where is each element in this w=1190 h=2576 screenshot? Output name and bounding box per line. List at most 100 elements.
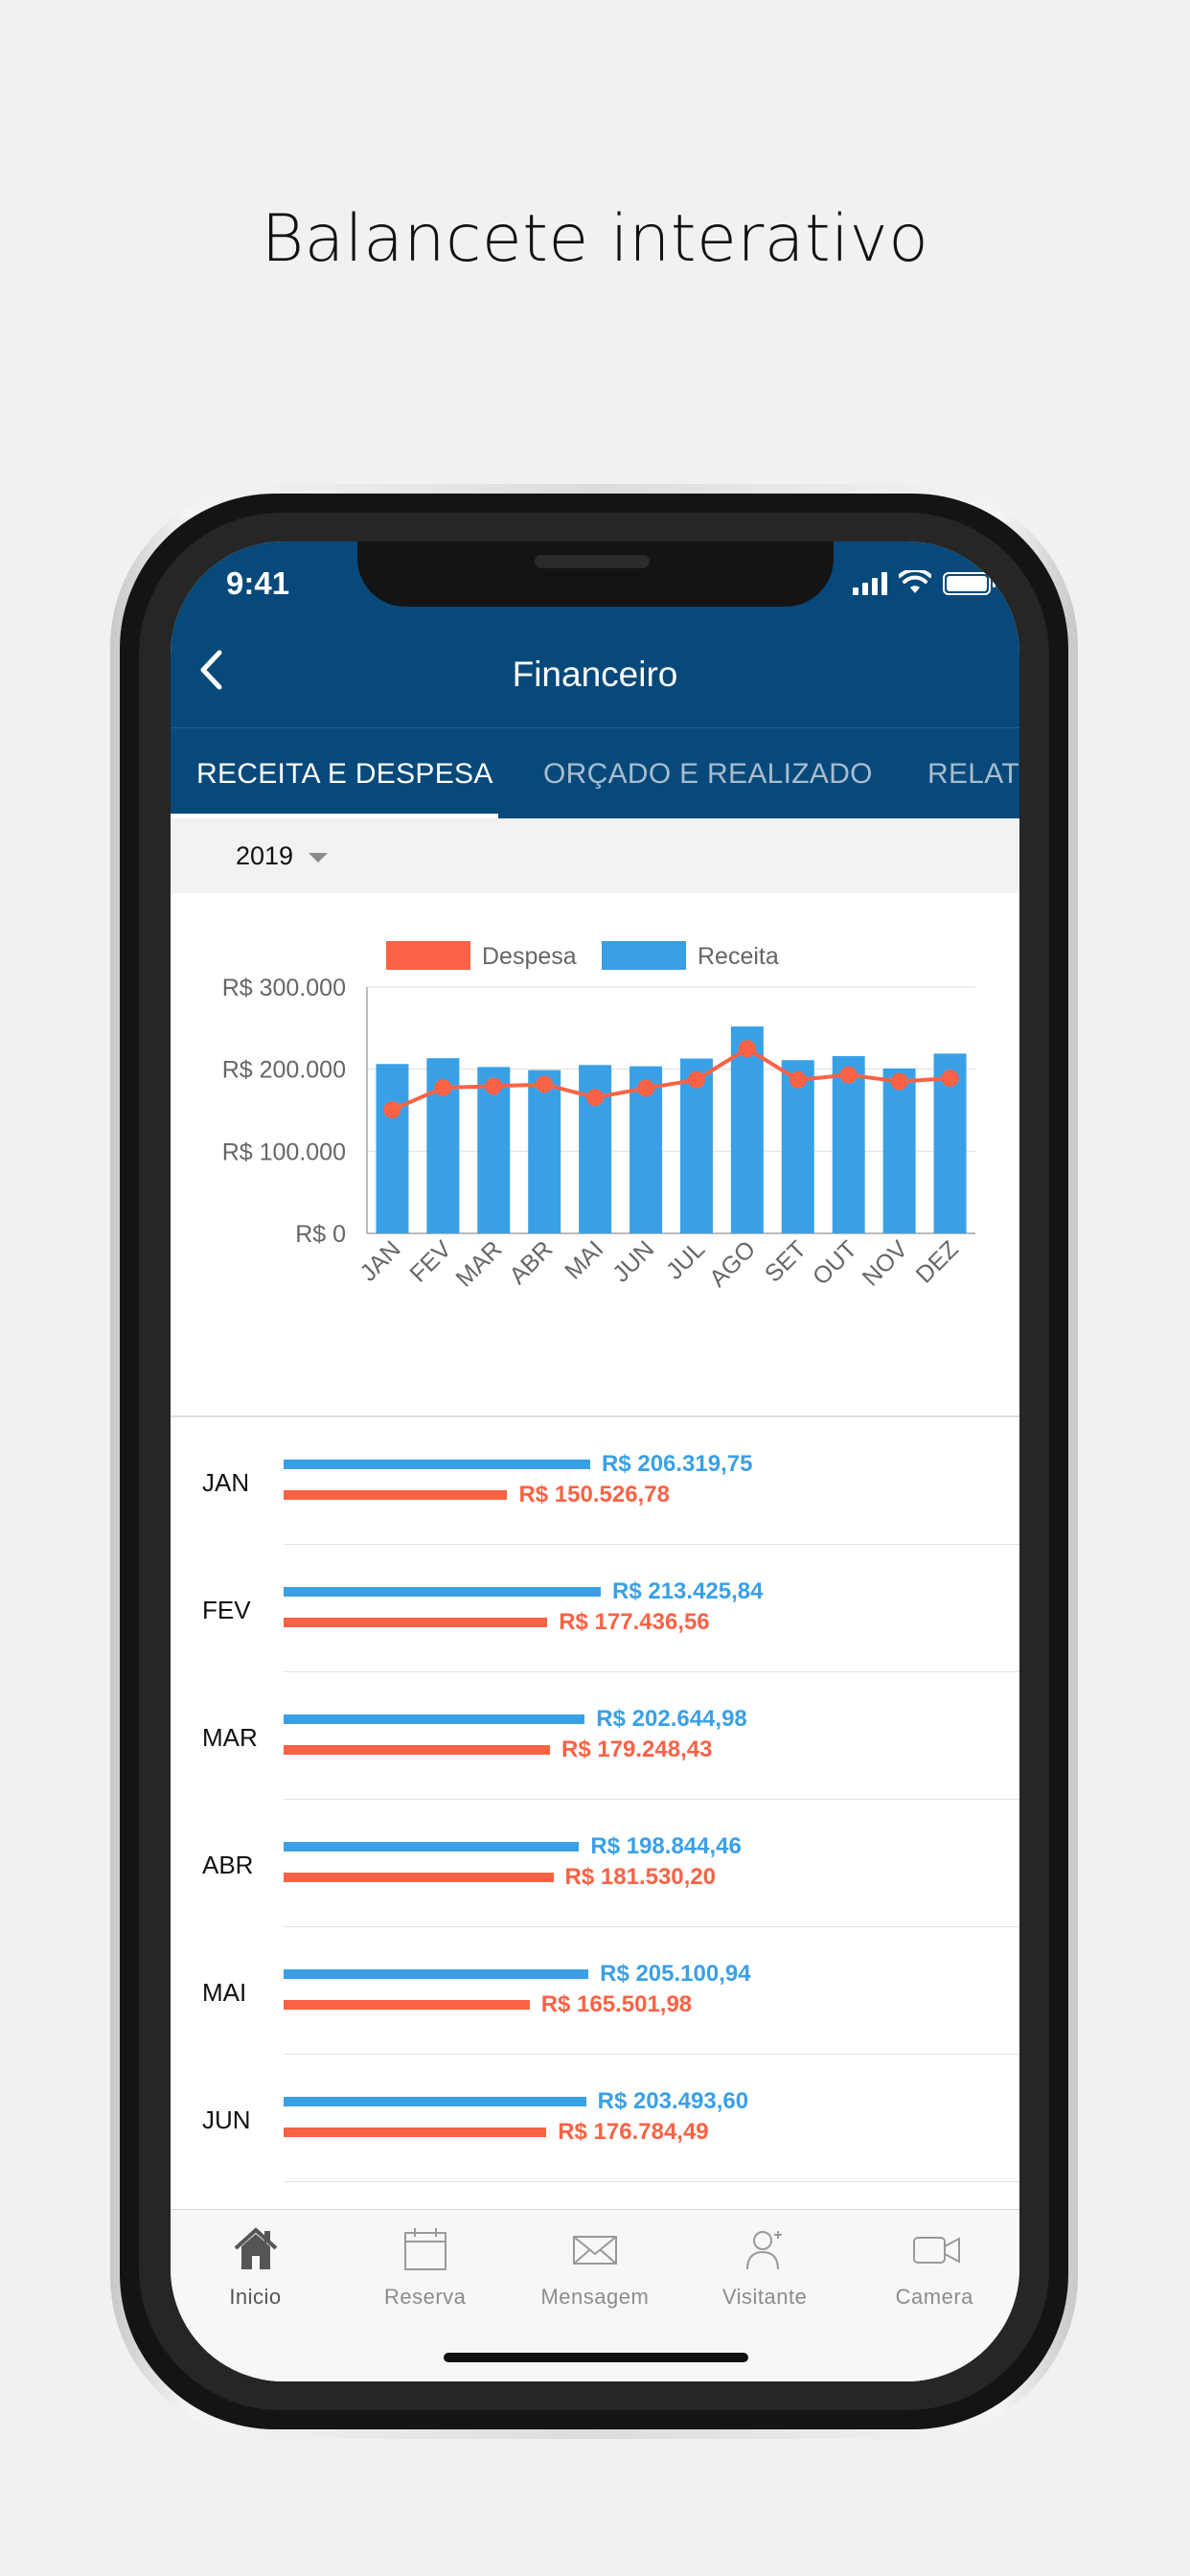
x-tick-label: DEZ [911,1235,964,1288]
point-despesa-abr [536,1075,554,1093]
legend-label-receita: Receita [698,943,779,970]
battery-icon [943,572,995,595]
bar-despesa [284,1873,554,1882]
bar-despesa [284,1618,548,1627]
month-row-jan[interactable]: JAN R$ 206.319,75 R$ 150.526,78 [171,1417,1019,1545]
point-despesa-fev [434,1078,452,1096]
point-despesa-out [839,1066,858,1084]
month-row-mai[interactable]: MAI R$ 205.100,94 R$ 165.501,98 [171,1927,1019,2055]
home-icon [234,2227,278,2269]
x-tick-label: FEV [404,1235,456,1287]
bar-receita-abr [528,1070,561,1233]
tabbar-item-visitante[interactable]: Visitante [680,2210,850,2325]
bar-despesa [284,1745,550,1755]
month-label: JUN [202,2105,251,2134]
year-value: 2019 [236,841,294,870]
month-label: ABR [202,1851,254,1879]
bar-receita-nov [882,1068,916,1233]
page-title: Financeiro [512,655,678,694]
point-despesa-mai [586,1089,605,1107]
point-despesa-nov [890,1072,908,1091]
status-icons [853,570,995,595]
receita-value: R$ 213.425,84 [612,1578,764,1604]
bar-receita [284,1714,585,1724]
y-tick-label: R$ 300.000 [222,975,346,1001]
point-despesa-dez [941,1070,959,1088]
despesa-value: R$ 179.248,43 [561,1736,713,1762]
tabbar-label: Visitante [721,2285,808,2309]
x-tick-label: AGO [704,1235,761,1292]
legend-label-despesa: Despesa [482,943,577,970]
point-despesa-jan [383,1101,401,1119]
x-tick-label: OUT [808,1235,862,1290]
bar-despesa [284,2000,530,2010]
line-despesa [391,1046,950,1112]
point-despesa-jun [637,1079,655,1097]
divider [171,1415,1019,1417]
tabbar-item-reserva[interactable]: Reserva [340,2210,510,2325]
x-tick-label: SET [760,1235,812,1287]
bar-receita-jan [376,1064,409,1233]
month-label: MAI [202,1978,247,2007]
month-list: JAN R$ 206.319,75 R$ 150.526,78 FEV R$ 213.4… [171,1417,1019,2182]
month-row-jun[interactable]: JUN R$ 203.493,60 R$ 176.784,49 [171,2055,1019,2182]
receita-value: R$ 198.844,46 [590,1833,742,1859]
x-tick-label: JUL [661,1235,710,1284]
signal-icon [853,572,887,595]
home-indicator [444,2353,748,2362]
month-row-abr[interactable]: ABR R$ 198.844,46 R$ 181.530,20 [171,1800,1019,1927]
receita-value: R$ 202.644,98 [596,1706,747,1732]
x-tick-label: ABR [504,1235,558,1289]
tab-relatorios[interactable]: RELATÓRIOS [927,758,1019,790]
headline: Balancete interativo [261,201,929,277]
despesa-value: R$ 150.526,78 [518,1482,670,1507]
month-label: MAR [202,1723,258,1752]
tab-receita-despesa[interactable]: RECEITA E DESPESA [196,758,493,790]
receita-value: R$ 203.493,60 [597,2088,749,2114]
bar-despesa [284,2128,547,2137]
point-despesa-jul [687,1070,705,1089]
tab-orcado-realizado[interactable]: ORÇADO E REALIZADO [543,758,873,790]
x-tick-label: MAI [560,1235,608,1284]
month-label: FEV [202,1596,251,1624]
year-selector[interactable]: 2019 [236,841,329,871]
x-tick-label: MAR [450,1235,507,1292]
status-time: 9:41 [226,565,290,601]
filter-bar: 2019 [171,818,1019,893]
tabbar-label: Reserva [383,2285,467,2309]
tabbar-item-inicio[interactable]: Inicio [171,2210,340,2325]
revenue-expense-chart: Despesa Receita R$ 0 R$ 100.000 R$ 200.000 R$… [222,941,975,1293]
phone-screen: 9:41 Financeiro RECEITA E DESPESA ORÇADO… [171,541,1019,2381]
despesa-value: R$ 181.530,20 [564,1864,717,1890]
bar-receita [284,1969,589,1979]
y-tick-label: R$ 0 [295,1221,346,1248]
bar-receita-out [832,1055,865,1233]
calendar-icon [404,2228,447,2270]
tabbar-item-camera[interactable]: Camera [850,2210,1019,2325]
bar-receita-ago [730,1026,764,1233]
wifi-icon [899,570,931,593]
bar-receita [284,1842,580,1852]
point-despesa-ago [738,1040,756,1058]
month-row-mar[interactable]: MAR R$ 202.644,98 R$ 179.248,43 [171,1672,1019,1800]
speaker [535,555,650,568]
legend-swatch-receita [602,941,686,970]
receita-value: R$ 206.319,75 [602,1451,753,1477]
notch [357,541,834,607]
despesa-value: R$ 177.436,56 [559,1609,710,1635]
tabbar-label: Mensagem [540,2285,650,2309]
y-tick-label: R$ 200.000 [222,1057,346,1084]
month-row-fev[interactable]: FEV R$ 213.425,84 R$ 177.436,56 [171,1545,1019,1672]
back-chevron-icon[interactable] [190,647,238,695]
bar-receita [284,2097,586,2106]
bar-receita [284,1587,602,1597]
x-tick-label: JUN [607,1235,659,1287]
x-tick-label: JAN [355,1235,406,1286]
despesa-value: R$ 165.501,98 [540,1991,693,2017]
month-label: JAN [202,1468,250,1497]
tabbar-label: Camera [895,2285,973,2309]
bar-receita [284,1460,590,1469]
x-tick-label: NOV [858,1235,913,1291]
tabbar-item-mensagem[interactable]: Mensagem [510,2210,679,2325]
point-despesa-set [789,1070,807,1089]
